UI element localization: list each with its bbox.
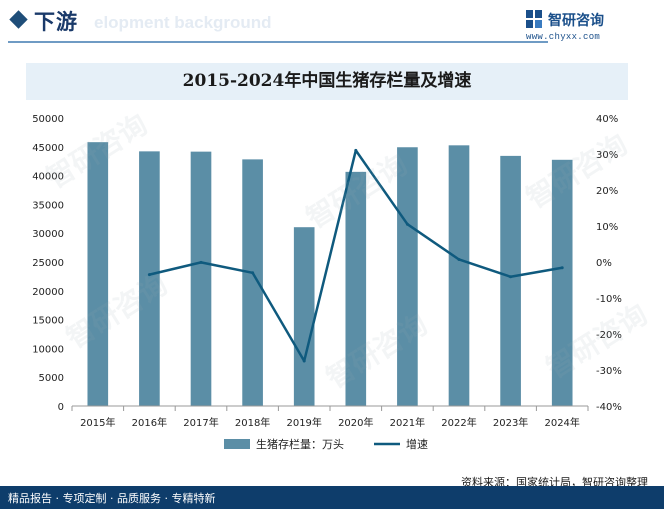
bar (345, 171, 367, 406)
bar (87, 142, 109, 406)
footer-bar (0, 486, 664, 509)
bar (500, 155, 521, 406)
bar (242, 159, 263, 406)
y-left-tick-label: 20000 (32, 287, 64, 298)
growth-point (457, 257, 461, 261)
x-tick-label: 2016年 (132, 416, 167, 429)
legend-bar-swatch (224, 439, 250, 449)
chart-title: 2015-2024年中国生猪存栏量及增速 (182, 71, 472, 91)
logo-url: www.chyxx.com (526, 32, 601, 42)
header-divider (8, 41, 548, 43)
bar (190, 151, 212, 406)
y-left-tick-label: 50000 (32, 114, 64, 125)
chart-area: 0 5000 10000 15000 20000 25000 30000 35000 40000… (32, 114, 622, 451)
y-right-tick-label: 10% (596, 222, 618, 233)
x-tick-label: 2015年 (80, 416, 115, 429)
y-right-tick-label: -10% (596, 294, 622, 305)
section-header: 下游 elopment background 智研咨询 www.chyxx.co… (0, 0, 664, 48)
y-left-tick-label: 30000 (32, 229, 64, 240)
y-right-tick-label: 30% (596, 150, 618, 161)
y-left-tick-label: 5000 (39, 373, 64, 384)
y-left-tick-label: 40000 (32, 172, 64, 183)
x-tick-label: 2023年 (493, 416, 528, 429)
y-left-tick-label: 25000 (32, 258, 64, 269)
section-title: 下游 (34, 10, 78, 34)
x-tick-label: 2021年 (390, 416, 425, 429)
source-note: 资料来源：国家统计局，智研咨询整理 (461, 476, 648, 489)
y-right-tick-label: -40% (596, 402, 622, 413)
footer-slogan: 精品报告 · 专项定制 · 品质服务 · 专精特新 (8, 492, 216, 505)
x-tick-label: 2022年 (441, 416, 476, 429)
bar (448, 145, 470, 406)
growth-point (405, 222, 409, 226)
bar (293, 227, 315, 406)
y-left-tick-label: 15000 (32, 316, 64, 327)
x-tick-label: 2020年 (338, 416, 373, 429)
growth-point (251, 271, 255, 275)
growth-point (509, 275, 513, 279)
x-tick-label: 2019年 (286, 416, 321, 429)
bar (139, 151, 160, 406)
x-tick-label: 2018年 (235, 416, 270, 429)
y-left-tick-label: 0 (58, 402, 64, 413)
logo-icon (526, 10, 542, 28)
bar (397, 147, 418, 407)
growth-point (147, 273, 151, 277)
legend-line-label: 增速 (406, 437, 428, 451)
y-left-tick-label: 45000 (32, 143, 64, 154)
y-right-tick-label: 0% (596, 258, 612, 269)
legend-bar-label: 生猪存栏量：万头 (256, 437, 344, 451)
y-right-tick-label: -20% (596, 330, 622, 341)
x-tick-label: 2017年 (183, 416, 218, 429)
chart-title-band (26, 63, 628, 100)
brand-logo: 智研咨询 www.chyxx.com (526, 10, 646, 46)
logo-name: 智研咨询 (548, 13, 604, 29)
x-tick-label: 2024年 (544, 416, 579, 429)
section-subtitle: elopment background (94, 13, 272, 32)
y-right-tick-label: 20% (596, 186, 618, 197)
y-left-tick-label: 10000 (32, 344, 64, 355)
y-right-tick-label: -30% (596, 366, 622, 377)
y-left-tick-label: 35000 (32, 200, 64, 211)
growth-point (560, 266, 564, 270)
growth-point (354, 148, 358, 152)
growth-point (199, 260, 203, 264)
bar (551, 159, 573, 406)
growth-point (302, 359, 306, 363)
y-right-tick-label: 40% (596, 114, 618, 125)
diamond-icon (9, 10, 28, 29)
